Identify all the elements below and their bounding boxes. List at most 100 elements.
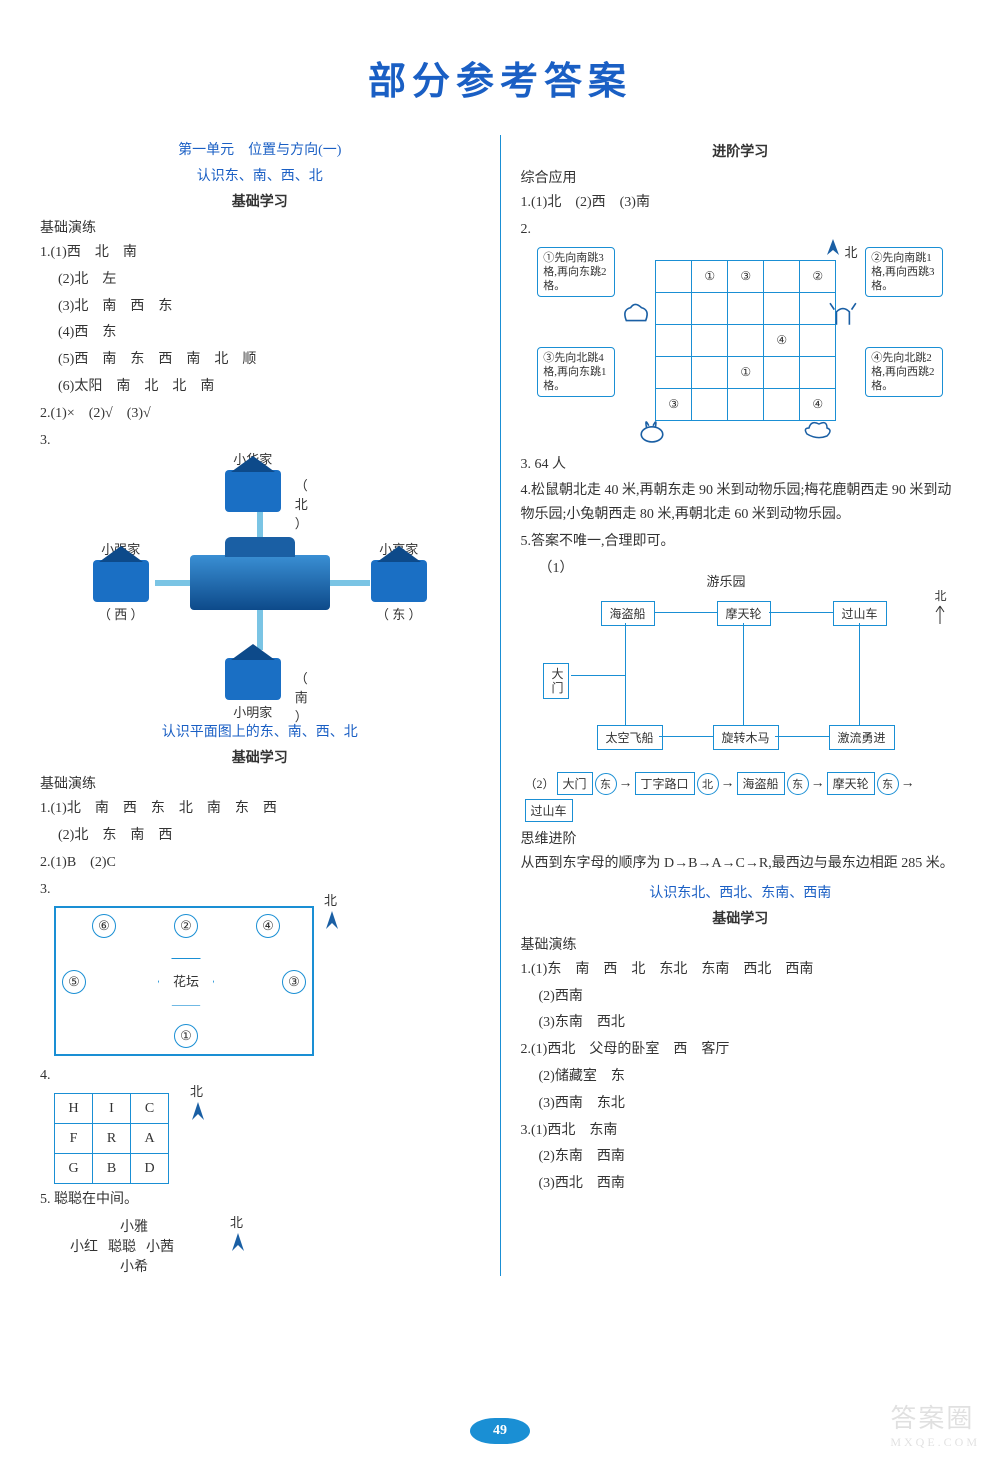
park-box: 摩天轮	[717, 601, 771, 626]
basic-study-3: 基础学习	[521, 908, 961, 928]
thinking-text: 从西到东字母的顺序为 D→B→A→C→R,最西边与最东边相距 285 米。	[521, 852, 961, 876]
park-gate: 大门	[543, 663, 569, 700]
q1b-2: (2)北 东 南 西	[40, 824, 480, 848]
left-column: 第一单元 位置与方向(一) 认识东、南、西、北 基础学习 基础演练 1.(1)西…	[40, 135, 480, 1276]
park-box: 过山车	[833, 601, 887, 626]
north-arrow-icon	[825, 237, 841, 257]
route-dir: 东	[787, 773, 809, 795]
house-icon	[225, 470, 281, 512]
grid-map-diagram: ⑥ ② ④ ⑤ 花坛 ③ ①	[54, 906, 314, 1056]
route-node: 海盗船	[737, 772, 785, 795]
north-arrow-icon	[190, 1100, 206, 1124]
rq1: 1.(1)北 (2)西 (3)南	[521, 191, 961, 215]
column-divider	[500, 135, 501, 1276]
basic-practice-1: 基础演练	[40, 217, 480, 237]
q1b-1: 1.(1)北 南 西 东 北 南 东 西	[40, 797, 480, 821]
north-arrow-icon	[230, 1231, 246, 1255]
north-arrow-icon	[324, 909, 340, 933]
park-box: 太空飞船	[597, 725, 663, 750]
north-label: 北	[825, 237, 857, 261]
name-right: 小茜	[146, 1236, 174, 1256]
deer-icon	[827, 301, 861, 329]
park-box: 激流勇进	[829, 725, 895, 750]
q1-1: 1.(1)西 北 南	[40, 241, 480, 265]
q1-2: (2)北 左	[40, 268, 480, 292]
grid-center: 花坛	[158, 958, 214, 1006]
section-title-3: 认识东北、西北、东南、西南	[521, 882, 961, 902]
page-number-badge: 49	[470, 1418, 530, 1444]
basic-practice-3: 基础演练	[521, 934, 961, 954]
rq3: 3. 64 人	[521, 453, 961, 477]
watermark: 答案圈 MXQE.COM	[890, 1398, 980, 1450]
route-dir: 东	[877, 773, 899, 795]
route-dir: 北	[697, 773, 719, 795]
q1c-1: 1.(1)东 南 西 北 东北 东南 西北 西南	[521, 958, 961, 982]
house-top-dir: （ 北 ）	[295, 475, 308, 532]
q2: 2.(1)× (2)√ (3)√	[40, 402, 480, 426]
route-row: （2） 大门 东→ 丁字路口 北→ 海盗船 东→ 摩天轮 东→ 过山车	[525, 771, 961, 822]
jump-grid: ①③② ④ ① ③④	[655, 260, 836, 421]
route-node: 丁字路口	[635, 772, 695, 795]
north-label: 北	[230, 1212, 246, 1259]
q1c-2: (2)西南	[521, 985, 961, 1009]
thinking-heading: 思维进阶	[521, 828, 961, 848]
route-node: 大门	[557, 772, 593, 795]
q5b: 5. 聪聪在中间。	[40, 1188, 480, 1212]
park-box: 海盗船	[601, 601, 655, 626]
right-column: 进阶学习 综合应用 1.(1)北 (2)西 (3)南 2. 北 ①先向南跳3格,…	[521, 135, 961, 1276]
names-cross: 小雅 小红聪聪小茜 小希 北	[70, 1216, 480, 1276]
q1-6: (6)太阳 南 北 北 南	[40, 375, 480, 399]
name-center: 聪聪	[108, 1236, 136, 1256]
jump-diagram: 北 ①先向南跳3格,再向东跳2格。 ②先向南跳1格,再向西跳3格。 ③先向北跳4…	[535, 245, 945, 445]
q3c-2: (2)东南 西南	[521, 1145, 961, 1169]
basic-practice-2: 基础演练	[40, 773, 480, 793]
grid-num-1: ①	[174, 1024, 198, 1048]
q3c-1: 3.(1)西北 东南	[521, 1119, 961, 1143]
q1c-3: (3)东南 西北	[521, 1011, 961, 1035]
house-icon	[371, 560, 427, 602]
section-title-1: 认识东、南、西、北	[40, 165, 480, 185]
house-icon	[225, 658, 281, 700]
squirrel-icon	[619, 299, 653, 327]
route-node: 摩天轮	[827, 772, 875, 795]
north-label: 北	[324, 890, 340, 937]
house-right-dir: （ 东 ）	[371, 604, 427, 623]
section-title-2: 认识平面图上的东、南、西、北	[40, 721, 480, 741]
house-bottom-name: 小明家	[225, 702, 281, 721]
page-title: 部分参考答案	[40, 50, 960, 105]
name-bottom: 小希	[120, 1256, 148, 1276]
q1-3: (3)北 南 西 东	[40, 295, 480, 319]
q2c-3: (3)西南 东北	[521, 1092, 961, 1116]
grid-num-3: ③	[282, 970, 306, 994]
house-bottom-dir: （ 南 ）	[295, 668, 308, 725]
basic-study-2: 基础学习	[40, 747, 480, 767]
q4b-label: 4.	[40, 1064, 480, 1088]
q3c-3: (3)西北 西南	[521, 1172, 961, 1196]
north-arrow-icon	[934, 604, 946, 626]
route-node: 过山车	[525, 799, 573, 822]
content-columns: 第一单元 位置与方向(一) 认识东、南、西、北 基础学习 基础演练 1.(1)西…	[40, 135, 960, 1276]
comp-app: 综合应用	[521, 167, 961, 187]
unit-title: 第一单元 位置与方向(一)	[40, 139, 480, 159]
letter-grid: HIC FRA GBD	[54, 1093, 169, 1184]
houses-diagram: 小华家 （ 北 ） 小强家 （ 西 ） 小亮家 （ 东 ） （ 南 ） 小明家	[95, 455, 425, 715]
q2c-1: 2.(1)西北 父母的卧室 西 客厅	[521, 1038, 961, 1062]
grid-num-2: ②	[174, 914, 198, 938]
callout-3: ③先向北跳4格,再向东跳1格。	[537, 347, 615, 398]
arrow-icon: →	[721, 776, 735, 792]
rabbit-icon	[635, 415, 669, 443]
q1-5: (5)西 南 东 西 南 北 顺	[40, 348, 480, 372]
q3b-label: 3.	[40, 878, 480, 902]
north-label: 北	[190, 1081, 206, 1128]
rq4: 4.松鼠朝北走 40 米,再朝东走 90 米到动物乐园;梅花鹿朝西走 90 米到…	[521, 479, 961, 527]
name-left: 小红	[70, 1236, 98, 1256]
rq2-label: 2.	[521, 218, 961, 242]
q2b: 2.(1)B (2)C	[40, 851, 480, 875]
name-top: 小雅	[120, 1216, 148, 1236]
grid-num-4: ④	[256, 914, 280, 938]
adv-study: 进阶学习	[521, 141, 961, 161]
arrow-icon: →	[619, 776, 633, 792]
callout-1: ①先向南跳3格,再向东跳2格。	[537, 247, 615, 298]
callout-4: ④先向北跳2格,再向西跳2格。	[865, 347, 943, 398]
north-label: 北	[934, 587, 946, 630]
